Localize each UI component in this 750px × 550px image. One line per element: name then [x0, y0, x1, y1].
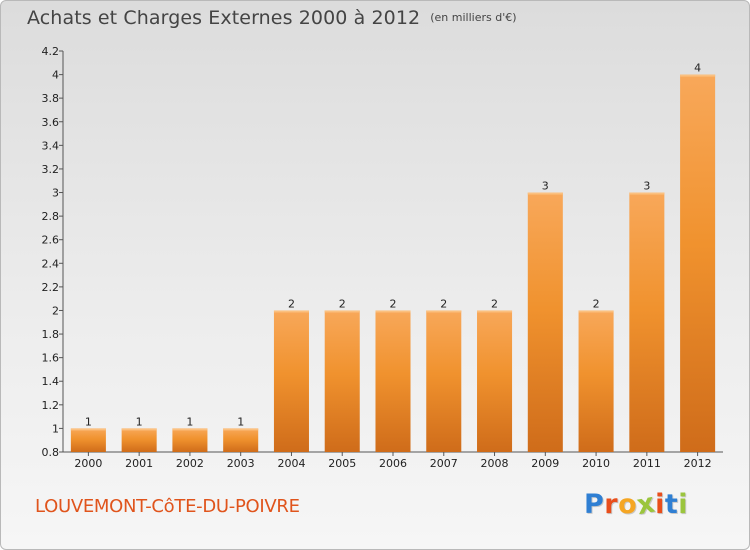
logo-letter: i: [655, 489, 665, 520]
chart-subtitle: (en milliers d'€): [430, 11, 517, 24]
bar: [680, 74, 716, 453]
y-tick-label: 3.8: [42, 92, 60, 105]
bar: [324, 310, 360, 452]
bar: [375, 310, 411, 452]
x-tick-label: 2003: [227, 457, 255, 470]
y-tick-label: 3: [52, 187, 59, 200]
logo-letter: P: [584, 489, 605, 520]
bar-value-label: 2: [390, 297, 397, 310]
bar-top-highlight: [629, 192, 665, 195]
commune-name: LOUVEMONT-CôTE-DU-POIVRE: [35, 496, 300, 517]
bar: [629, 192, 665, 452]
x-tick-label: 2007: [430, 457, 458, 470]
bar-value-label: 4: [694, 62, 701, 75]
y-tick-label: 3.6: [42, 116, 60, 129]
x-tick-label: 2010: [582, 457, 610, 470]
bar-value-label: 2: [339, 297, 346, 310]
x-tick-label: 2002: [176, 457, 204, 470]
chart-bars: 1 1 1 1 2 2 2 2 2 3 2 3 4: [70, 62, 716, 453]
bar-top-highlight: [375, 310, 411, 313]
bar-top-highlight: [680, 74, 716, 77]
bar-top-highlight: [477, 310, 513, 313]
bar-top-highlight: [527, 192, 563, 195]
y-tick-label: 0.8: [42, 446, 60, 459]
bar-top-highlight: [223, 428, 259, 431]
bar-value-label: 2: [593, 297, 600, 310]
bar-value-label: 2: [440, 297, 447, 310]
bar-value-label: 2: [491, 297, 498, 310]
x-tick-label: 2008: [481, 457, 509, 470]
y-tick-label: 4.2: [42, 45, 60, 58]
x-tick-label: 2000: [74, 457, 102, 470]
bar-top-highlight: [273, 310, 309, 313]
bar-value-label: 1: [186, 415, 193, 428]
y-tick-label: 4: [52, 69, 59, 82]
x-tick-label: 2012: [684, 457, 712, 470]
x-tick-label: 2011: [633, 457, 661, 470]
x-tick-label: 2005: [328, 457, 356, 470]
y-tick-label: 2: [52, 304, 59, 317]
bar: [477, 310, 513, 452]
y-tick-label: 1.2: [42, 399, 60, 412]
bar-top-highlight: [426, 310, 462, 313]
proxiti-logo: Proxiti: [584, 488, 689, 522]
y-axis-ticks: 0.8 1 1.2 1.4 1.6 1.8 2 2.2 2.4 2.6 2.8 3 3.2 3.4 3.6 3…: [42, 45, 63, 459]
bar: [578, 310, 614, 452]
bar: [426, 310, 462, 452]
bar-top-highlight: [324, 310, 360, 313]
bar-value-label: 2: [288, 297, 295, 310]
bar-value-label: 1: [136, 415, 143, 428]
bar-top-highlight: [172, 428, 208, 431]
y-tick-label: 2.4: [42, 257, 60, 270]
bar-value-label: 3: [643, 180, 650, 193]
bar: [273, 310, 309, 452]
x-tick-label: 2004: [277, 457, 305, 470]
chart-title-block: Achats et Charges Externes 2000 à 2012 (e…: [27, 7, 517, 29]
logo-letter: i: [678, 489, 689, 520]
y-tick-label: 1.6: [42, 352, 60, 365]
logo-letter: o: [618, 489, 638, 520]
x-tick-label: 2006: [379, 457, 407, 470]
y-tick-label: 1: [52, 422, 59, 435]
y-tick-label: 3.2: [42, 163, 60, 176]
bar-value-label: 1: [237, 415, 244, 428]
bar-top-highlight: [121, 428, 157, 431]
bar: [172, 428, 208, 452]
x-tick-label: 2001: [125, 457, 153, 470]
bar-value-label: 1: [85, 415, 92, 428]
bar: [70, 428, 106, 452]
bar-value-label: 3: [542, 180, 549, 193]
bar-top-highlight: [578, 310, 614, 313]
bar: [527, 192, 563, 452]
y-tick-label: 1.4: [42, 375, 60, 388]
y-tick-label: 1.8: [42, 328, 60, 341]
y-tick-label: 2.8: [42, 210, 60, 223]
logo-letter: t: [664, 489, 679, 520]
chart-title: Achats et Charges Externes 2000 à 2012: [27, 7, 421, 29]
y-tick-label: 2.2: [42, 281, 60, 294]
y-tick-label: 3.4: [42, 139, 60, 152]
logo-letter: r: [604, 489, 619, 520]
bar: [223, 428, 259, 452]
bar: [121, 428, 157, 452]
bar-top-highlight: [70, 428, 106, 431]
x-tick-label: 2009: [531, 457, 559, 470]
y-tick-label: 2.6: [42, 234, 60, 247]
x-axis-ticks: 2000 2001 2002 2003 2004 2005 2006 2007 2008 2009…: [74, 452, 712, 470]
